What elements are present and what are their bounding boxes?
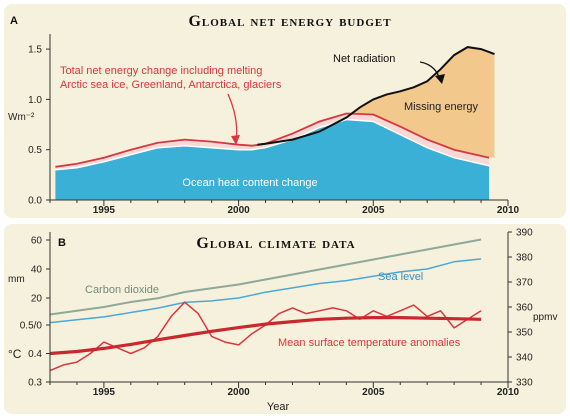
ppmv-tick-label: 370	[516, 278, 533, 289]
panel-a-y-tick-label: 1.0	[28, 95, 42, 106]
ppmv-tick-label: 360	[516, 303, 533, 314]
net-radiation-line	[257, 46, 495, 146]
temp-tick-label: 0.4	[28, 349, 42, 360]
sea-level-label: Sea level	[378, 271, 423, 283]
co2-line	[49, 238, 482, 316]
ppmv-axis-label: ppmv	[533, 312, 557, 323]
mm-tick-label: 60	[31, 236, 43, 247]
ocean-heat-line	[55, 118, 490, 171]
total-label-line2: Arctic sea ice, Greenland, Antarctica, g…	[60, 79, 282, 91]
temp-trend-line	[49, 316, 482, 356]
ppmv-tick-label: 390	[516, 228, 533, 239]
ppmv-tick-label: 350	[516, 328, 533, 339]
temp-tick-label: 0.3	[28, 378, 42, 389]
panel-b-x-tick-label: 1995	[93, 387, 116, 398]
temp-label: Mean surface temperature anomalies	[278, 337, 461, 349]
panel-a-x-tick-label: 1995	[93, 205, 116, 216]
panel-a-axes: 0.0 0.5 1.0 1.5 1995 2000 2005 2010	[28, 34, 520, 216]
panel-a-plot	[55, 46, 495, 200]
total-label-arrow	[227, 93, 238, 143]
temp-tick-label: 0.5/0	[20, 321, 43, 332]
net-radiation-label: Net radiation	[333, 53, 395, 65]
ocean-heat-label: Ocean heat content change	[182, 177, 317, 189]
ppmv-tick-label: 330	[516, 378, 533, 389]
panel-a: A Global net energy budget Wm⁻² 0.0 0.5 1.…	[8, 13, 520, 216]
panel-b-title: Global climate data	[196, 235, 355, 252]
total-label-arrowhead	[231, 135, 240, 145]
panel-b-label: B	[58, 237, 66, 249]
celsius-axis-label: °C	[8, 347, 22, 361]
x-axis-label: Year	[267, 401, 290, 413]
sea-level-line	[49, 258, 482, 324]
panel-a-x-tick-label: 2000	[227, 205, 250, 216]
net-radiation-arrowhead	[435, 74, 445, 84]
panel-b-x-tick-label: 2005	[362, 387, 385, 398]
missing-energy-label: Missing energy	[404, 101, 478, 113]
ppmv-tick-label: 380	[516, 253, 533, 264]
mm-tick-label: 40	[31, 265, 43, 276]
panel-b: B Global climate data mm °C ppmv Year 60…	[8, 228, 557, 414]
panel-a-y-tick-label: 0.5	[28, 145, 42, 156]
co2-label: Carbon dioxide	[85, 284, 159, 296]
mm-tick-label: 20	[31, 294, 43, 305]
panel-a-y-tick-label: 1.5	[28, 45, 42, 56]
ppmv-tick-label: 340	[516, 353, 533, 364]
panel-b-plot	[49, 238, 482, 372]
total-label-line1: Total net energy change including meltin…	[60, 65, 262, 77]
ocean-heat-area	[55, 119, 490, 200]
mm-axis-label: mm	[8, 274, 25, 285]
panel-a-ylabel: Wm⁻²	[8, 112, 35, 123]
panel-a-label: A	[10, 15, 18, 27]
panel-b-x-tick-label: 2000	[227, 387, 250, 398]
panel-a-title: Global net energy budget	[188, 13, 391, 30]
panel-b-axes: 60 40 20 0.5/0 0.4 0.3 390 380 370 360 350 340 330 19…	[20, 228, 533, 399]
panel-a-x-tick-label: 2005	[362, 205, 385, 216]
panel-a-y-tick-label: 0.0	[28, 196, 42, 207]
panel-a-x-tick-label: 2010	[497, 205, 520, 216]
panel-b-x-tick-label: 2010	[497, 387, 520, 398]
